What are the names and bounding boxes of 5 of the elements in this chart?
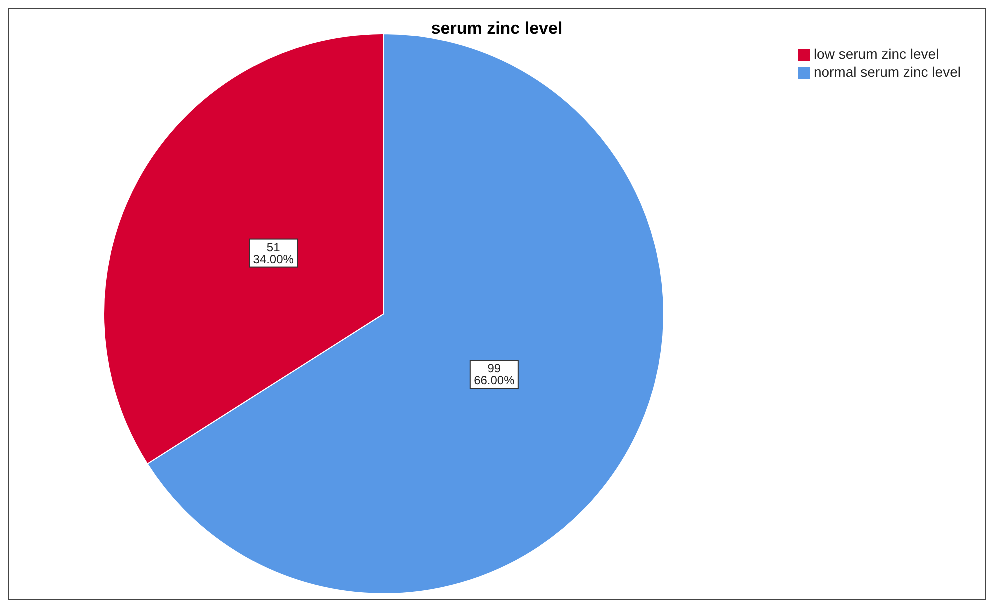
data-label: 51 34.00% [253, 240, 294, 266]
legend-label: low serum zinc level [814, 46, 940, 62]
legend-label: normal serum zinc level [814, 64, 961, 80]
chart-title: serum zinc level [430, 19, 564, 39]
data-label: 99 66.00% [474, 362, 516, 388]
